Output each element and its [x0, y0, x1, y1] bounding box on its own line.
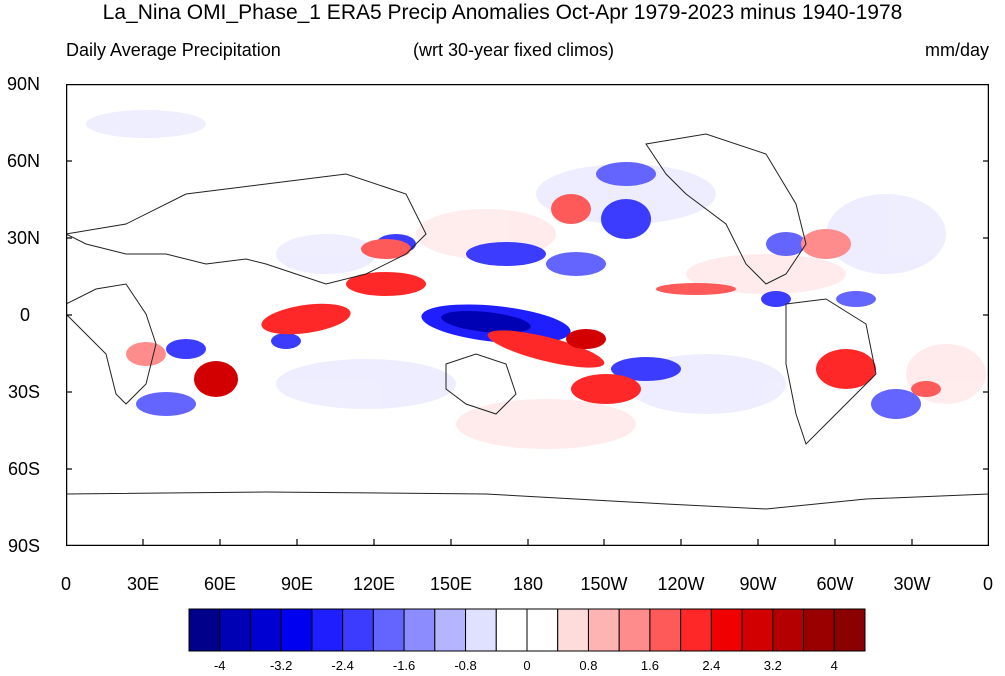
colorbar-swatch [403, 608, 436, 652]
colorbar-swatch [188, 608, 221, 652]
lon-tick-label: 30E [126, 574, 160, 594]
negative-anomalies [136, 162, 921, 419]
lon-tick-label: 0 [982, 574, 993, 594]
colorbar-swatch [495, 608, 528, 652]
units-label: mm/day [924, 40, 989, 60]
colorbar-swatch [710, 608, 743, 652]
colorbar [188, 608, 866, 652]
africa-coast [66, 283, 157, 405]
lon-tick-label: 0 [60, 574, 71, 594]
lon-tick-label: 150E [429, 574, 473, 594]
colorbar-tick-label: 0.8 [579, 658, 598, 673]
variable-label: Daily Average Precipitation [66, 40, 281, 60]
antarctica-coast [66, 491, 989, 510]
coastlines [66, 133, 989, 510]
lat-tick-label: 30S [7, 382, 40, 402]
precip-anomaly-map [66, 84, 989, 546]
lat-tick-label: 30N [6, 228, 40, 248]
colorbar-swatch [219, 608, 251, 652]
lat-tick-label: 0 [19, 305, 30, 325]
lon-tick-label: 30W [893, 574, 931, 594]
colorbar-tick-label: 4 [830, 658, 838, 673]
colorbar-swatch [557, 608, 589, 652]
australia-coast [445, 353, 517, 415]
lon-tick-label: 60W [816, 574, 854, 594]
colorbar-swatch [465, 608, 497, 652]
colorbar-swatch [434, 608, 467, 652]
colorbar-tick-label: -0.8 [454, 658, 477, 673]
map-title: La_Nina OMI_Phase_1 ERA5 Precip Anomalie… [102, 1, 903, 24]
light-anomaly-patches [86, 110, 986, 449]
colorbar-tick-label: -4 [213, 658, 226, 673]
colorbar-tick-label: -1.6 [392, 658, 416, 673]
lon-tick-label: 60E [203, 574, 237, 594]
colorbar-swatch [526, 608, 559, 652]
colorbar-swatch [772, 608, 805, 652]
colorbar-tick-label: -2.4 [331, 658, 354, 673]
colorbar-swatch [803, 608, 835, 652]
colorbar-swatch [680, 608, 712, 652]
colorbar-swatch [342, 608, 374, 652]
colorbar-swatch [249, 608, 282, 652]
lat-tick-label: 60N [6, 151, 40, 171]
lon-tick-label: 120W [657, 574, 705, 594]
lon-tick-label: 120E [352, 574, 396, 594]
colorbar-tick-label: 2.4 [702, 658, 721, 673]
colorbar-swatch [649, 608, 682, 652]
colorbar-swatch [833, 608, 866, 652]
colorbar-swatch [311, 608, 344, 652]
map-border [66, 84, 989, 546]
colorbar-swatch [618, 608, 651, 652]
colorbar-tick-label: 3.2 [763, 658, 782, 673]
colorbar-swatch [372, 608, 405, 652]
colorbar-swatch [741, 608, 774, 652]
lat-tick-label: 90S [7, 536, 40, 556]
lon-tick-label: 150W [580, 574, 628, 594]
lon-tick-label: 90E [280, 574, 314, 594]
colorbar-tick-label: 1.6 [640, 658, 659, 673]
eurasia-coast [66, 173, 427, 285]
lon-tick-label: 90W [739, 574, 777, 594]
lat-tick-label: 90N [6, 74, 40, 94]
colorbar-tick-label: 0 [523, 658, 531, 673]
colorbar-swatch [280, 608, 313, 652]
colorbar-swatch [587, 608, 620, 652]
south-america-coast [785, 298, 877, 445]
lat-tick-label: 60S [7, 459, 40, 479]
north-america-coast [645, 133, 807, 285]
colorbar-tick-label: -3.2 [269, 658, 293, 673]
positive-anomalies [126, 194, 941, 404]
reference-label: (wrt 30-year fixed climos) [413, 40, 615, 60]
lon-tick-label: 180 [512, 574, 544, 594]
